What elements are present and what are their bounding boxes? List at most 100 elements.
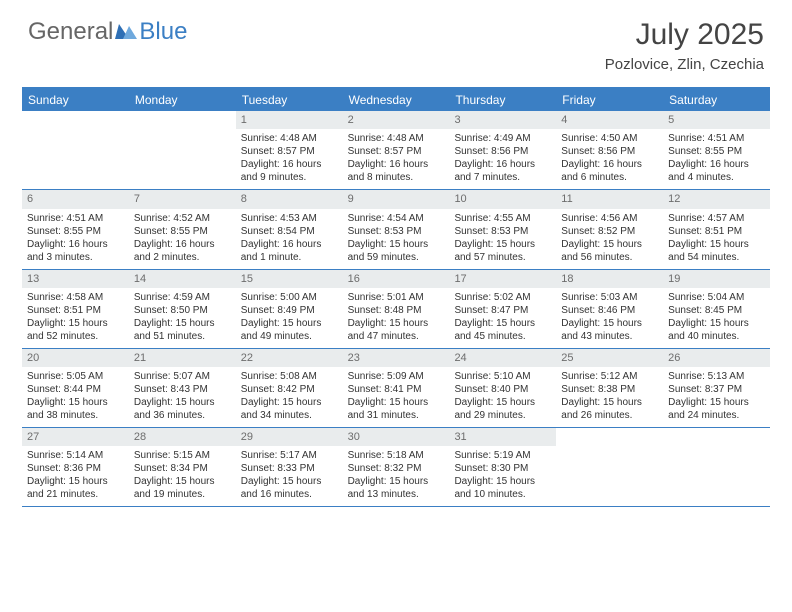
daylight-text: Daylight: 15 hours and 29 minutes.	[454, 396, 551, 422]
week-row: 13Sunrise: 4:58 AMSunset: 8:51 PMDayligh…	[22, 270, 770, 349]
daylight-text: Daylight: 15 hours and 19 minutes.	[134, 475, 231, 501]
sunrise-text: Sunrise: 4:58 AM	[27, 291, 124, 304]
daylight-text: Daylight: 16 hours and 2 minutes.	[134, 238, 231, 264]
day-number: 24	[449, 349, 556, 367]
daylight-text: Daylight: 15 hours and 13 minutes.	[348, 475, 445, 501]
day-number: 17	[449, 270, 556, 288]
day-body: Sunrise: 5:15 AMSunset: 8:34 PMDaylight:…	[129, 446, 236, 506]
page-title: July 2025	[605, 18, 764, 52]
day-cell: 13Sunrise: 4:58 AMSunset: 8:51 PMDayligh…	[22, 270, 129, 348]
daylight-text: Daylight: 16 hours and 7 minutes.	[454, 158, 551, 184]
day-cell: 18Sunrise: 5:03 AMSunset: 8:46 PMDayligh…	[556, 270, 663, 348]
day-body: Sunrise: 5:01 AMSunset: 8:48 PMDaylight:…	[343, 288, 450, 348]
sunset-text: Sunset: 8:32 PM	[348, 462, 445, 475]
sunrise-text: Sunrise: 4:54 AM	[348, 212, 445, 225]
sunrise-text: Sunrise: 4:52 AM	[134, 212, 231, 225]
daylight-text: Daylight: 15 hours and 16 minutes.	[241, 475, 338, 501]
day-number: 26	[663, 349, 770, 367]
day-cell: 30Sunrise: 5:18 AMSunset: 8:32 PMDayligh…	[343, 428, 450, 506]
sunrise-text: Sunrise: 5:04 AM	[668, 291, 765, 304]
day-cell: 7Sunrise: 4:52 AMSunset: 8:55 PMDaylight…	[129, 190, 236, 268]
day-cell: 29Sunrise: 5:17 AMSunset: 8:33 PMDayligh…	[236, 428, 343, 506]
daylight-text: Daylight: 16 hours and 6 minutes.	[561, 158, 658, 184]
day-cell: 14Sunrise: 4:59 AMSunset: 8:50 PMDayligh…	[129, 270, 236, 348]
daylight-text: Daylight: 15 hours and 43 minutes.	[561, 317, 658, 343]
sunrise-text: Sunrise: 5:19 AM	[454, 449, 551, 462]
sunset-text: Sunset: 8:36 PM	[27, 462, 124, 475]
sunrise-text: Sunrise: 4:50 AM	[561, 132, 658, 145]
day-body: Sunrise: 5:14 AMSunset: 8:36 PMDaylight:…	[22, 446, 129, 506]
day-number	[22, 111, 129, 115]
day-cell: 4Sunrise: 4:50 AMSunset: 8:56 PMDaylight…	[556, 111, 663, 189]
day-cell: 24Sunrise: 5:10 AMSunset: 8:40 PMDayligh…	[449, 349, 556, 427]
sunset-text: Sunset: 8:48 PM	[348, 304, 445, 317]
daylight-text: Daylight: 15 hours and 59 minutes.	[348, 238, 445, 264]
day-cell: 19Sunrise: 5:04 AMSunset: 8:45 PMDayligh…	[663, 270, 770, 348]
day-cell: 17Sunrise: 5:02 AMSunset: 8:47 PMDayligh…	[449, 270, 556, 348]
daylight-text: Daylight: 16 hours and 3 minutes.	[27, 238, 124, 264]
daylight-text: Daylight: 15 hours and 38 minutes.	[27, 396, 124, 422]
day-cell	[22, 111, 129, 189]
sunrise-text: Sunrise: 5:18 AM	[348, 449, 445, 462]
day-number	[129, 111, 236, 115]
day-number: 16	[343, 270, 450, 288]
dow-saturday: Saturday	[663, 89, 770, 111]
day-cell	[129, 111, 236, 189]
day-body: Sunrise: 4:51 AMSunset: 8:55 PMDaylight:…	[22, 209, 129, 269]
day-body: Sunrise: 5:05 AMSunset: 8:44 PMDaylight:…	[22, 367, 129, 427]
sunrise-text: Sunrise: 5:00 AM	[241, 291, 338, 304]
day-number: 27	[22, 428, 129, 446]
logo-triangle-icon	[115, 18, 137, 46]
header: General Blue July 2025 Pozlovice, Zlin, …	[0, 0, 792, 81]
sunset-text: Sunset: 8:53 PM	[454, 225, 551, 238]
day-number: 3	[449, 111, 556, 129]
logo-text-blue: Blue	[139, 18, 187, 46]
day-cell: 28Sunrise: 5:15 AMSunset: 8:34 PMDayligh…	[129, 428, 236, 506]
daylight-text: Daylight: 16 hours and 9 minutes.	[241, 158, 338, 184]
day-number: 10	[449, 190, 556, 208]
dow-wednesday: Wednesday	[343, 89, 450, 111]
day-number: 14	[129, 270, 236, 288]
sunrise-text: Sunrise: 5:09 AM	[348, 370, 445, 383]
day-number: 7	[129, 190, 236, 208]
sunset-text: Sunset: 8:52 PM	[561, 225, 658, 238]
daylight-text: Daylight: 15 hours and 49 minutes.	[241, 317, 338, 343]
sunrise-text: Sunrise: 5:13 AM	[668, 370, 765, 383]
day-body: Sunrise: 5:19 AMSunset: 8:30 PMDaylight:…	[449, 446, 556, 506]
sunset-text: Sunset: 8:56 PM	[454, 145, 551, 158]
day-cell: 16Sunrise: 5:01 AMSunset: 8:48 PMDayligh…	[343, 270, 450, 348]
daylight-text: Daylight: 15 hours and 21 minutes.	[27, 475, 124, 501]
day-body: Sunrise: 5:04 AMSunset: 8:45 PMDaylight:…	[663, 288, 770, 348]
week-row: 20Sunrise: 5:05 AMSunset: 8:44 PMDayligh…	[22, 349, 770, 428]
day-cell: 12Sunrise: 4:57 AMSunset: 8:51 PMDayligh…	[663, 190, 770, 268]
week-row: 1Sunrise: 4:48 AMSunset: 8:57 PMDaylight…	[22, 111, 770, 190]
sunrise-text: Sunrise: 4:51 AM	[27, 212, 124, 225]
dow-tuesday: Tuesday	[236, 89, 343, 111]
day-cell: 2Sunrise: 4:48 AMSunset: 8:57 PMDaylight…	[343, 111, 450, 189]
day-cell: 11Sunrise: 4:56 AMSunset: 8:52 PMDayligh…	[556, 190, 663, 268]
dow-thursday: Thursday	[449, 89, 556, 111]
sunrise-text: Sunrise: 4:53 AM	[241, 212, 338, 225]
day-number: 15	[236, 270, 343, 288]
sunset-text: Sunset: 8:47 PM	[454, 304, 551, 317]
daylight-text: Daylight: 15 hours and 45 minutes.	[454, 317, 551, 343]
day-body: Sunrise: 4:57 AMSunset: 8:51 PMDaylight:…	[663, 209, 770, 269]
day-body: Sunrise: 4:59 AMSunset: 8:50 PMDaylight:…	[129, 288, 236, 348]
sunset-text: Sunset: 8:50 PM	[134, 304, 231, 317]
daylight-text: Daylight: 15 hours and 47 minutes.	[348, 317, 445, 343]
day-cell: 21Sunrise: 5:07 AMSunset: 8:43 PMDayligh…	[129, 349, 236, 427]
day-cell: 9Sunrise: 4:54 AMSunset: 8:53 PMDaylight…	[343, 190, 450, 268]
sunrise-text: Sunrise: 5:17 AM	[241, 449, 338, 462]
sunrise-text: Sunrise: 5:05 AM	[27, 370, 124, 383]
day-body: Sunrise: 4:49 AMSunset: 8:56 PMDaylight:…	[449, 129, 556, 189]
day-number: 1	[236, 111, 343, 129]
sunrise-text: Sunrise: 5:12 AM	[561, 370, 658, 383]
sunrise-text: Sunrise: 5:14 AM	[27, 449, 124, 462]
day-number: 18	[556, 270, 663, 288]
day-number: 11	[556, 190, 663, 208]
day-body: Sunrise: 5:00 AMSunset: 8:49 PMDaylight:…	[236, 288, 343, 348]
day-body: Sunrise: 4:53 AMSunset: 8:54 PMDaylight:…	[236, 209, 343, 269]
logo: General Blue	[28, 18, 187, 46]
calendar: Sunday Monday Tuesday Wednesday Thursday…	[22, 87, 770, 507]
sunset-text: Sunset: 8:51 PM	[27, 304, 124, 317]
